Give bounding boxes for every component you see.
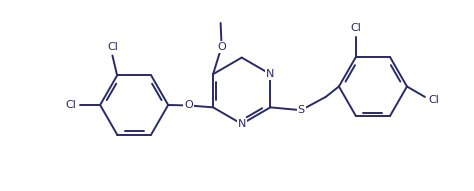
- Text: S: S: [298, 105, 305, 115]
- Text: Cl: Cl: [65, 100, 76, 110]
- Text: N: N: [266, 69, 274, 79]
- Text: O: O: [217, 42, 226, 52]
- Text: Cl: Cl: [428, 95, 439, 105]
- Text: Cl: Cl: [350, 23, 361, 33]
- Text: Cl: Cl: [107, 42, 118, 52]
- Text: O: O: [184, 100, 193, 110]
- Text: N: N: [237, 119, 246, 129]
